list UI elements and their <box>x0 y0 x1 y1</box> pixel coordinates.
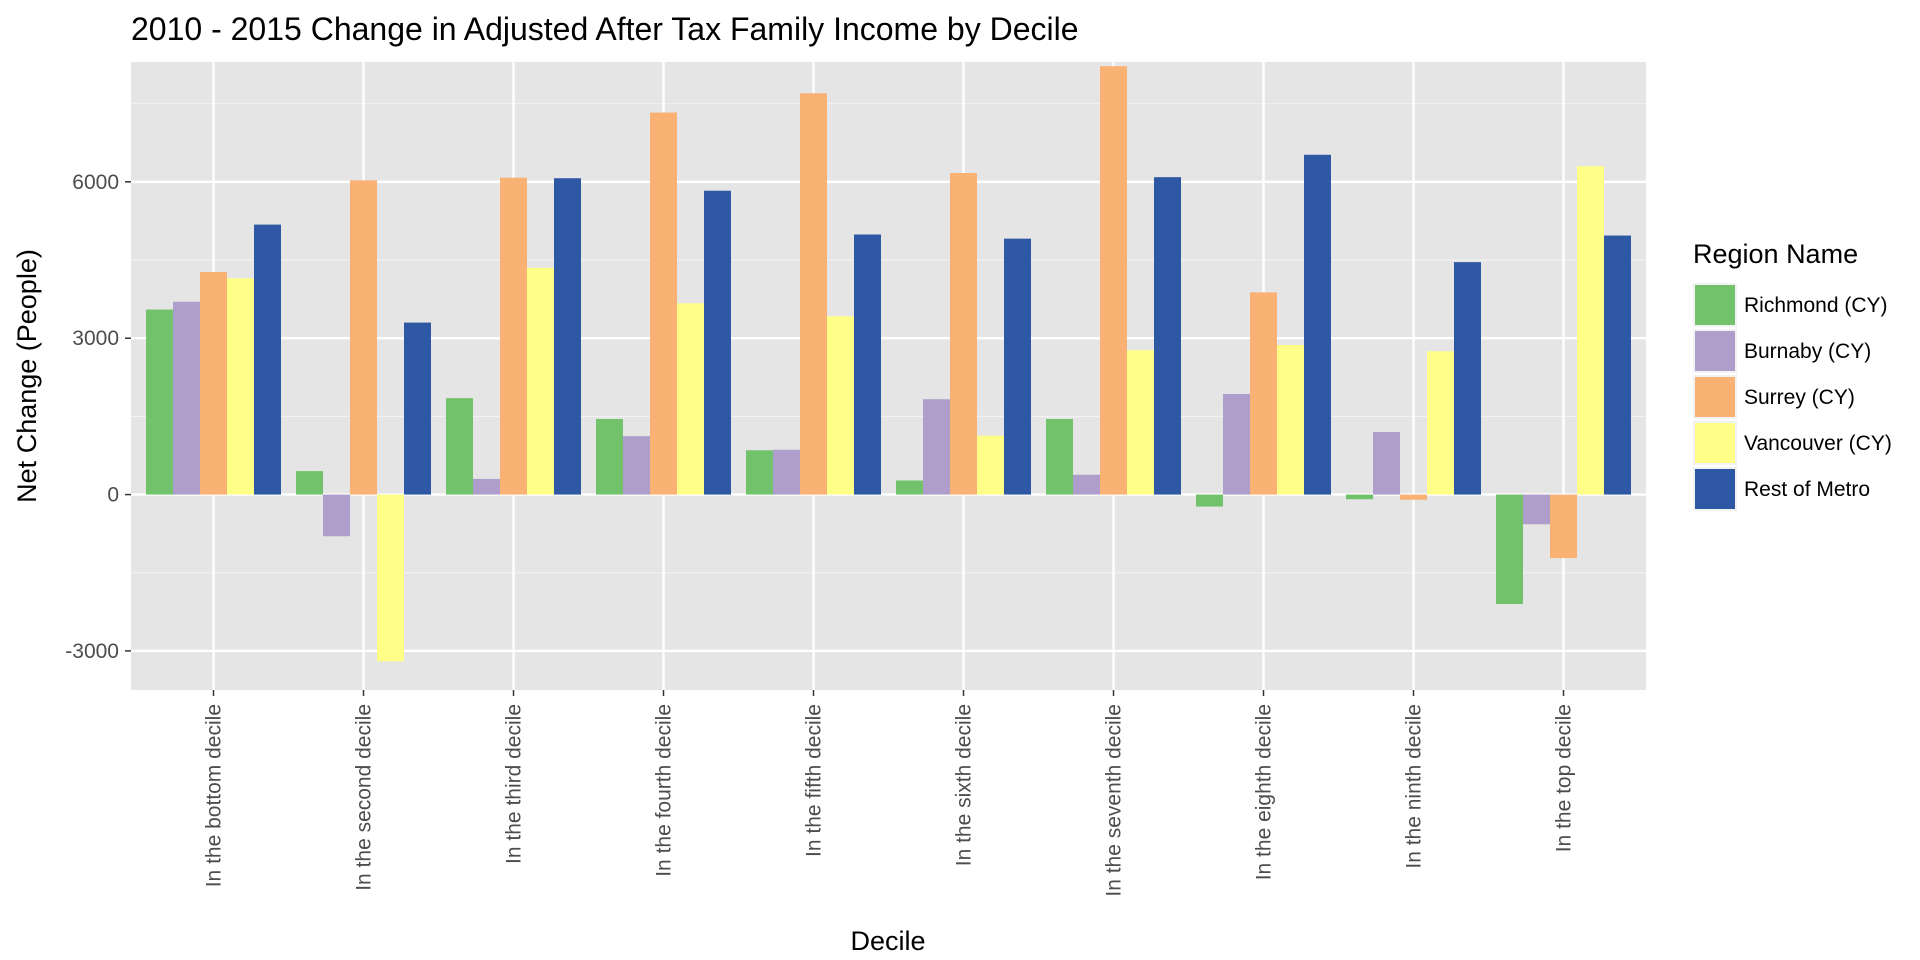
bar <box>1250 292 1277 495</box>
bar <box>254 224 281 495</box>
bar <box>377 494 404 662</box>
bar <box>1196 494 1223 507</box>
bar <box>950 173 977 495</box>
x-tick-label: In the ninth decile <box>1403 704 1426 869</box>
bar <box>1427 351 1454 495</box>
bar <box>977 435 1004 495</box>
bar <box>1454 262 1481 495</box>
bar <box>1100 66 1127 495</box>
x-tick-label: In the fourth decile <box>653 704 676 877</box>
x-tick-label: In the bottom decile <box>203 704 226 887</box>
bar <box>746 450 773 495</box>
legend-label: Surrey (CY) <box>1744 386 1855 409</box>
bar <box>1550 494 1577 559</box>
legend-label: Rest of Metro <box>1744 478 1870 501</box>
legend-title: Region Name <box>1693 239 1858 269</box>
legend-key-swatch <box>1695 469 1735 509</box>
bar <box>323 494 350 537</box>
bar <box>1127 350 1154 495</box>
legend-key-swatch <box>1695 331 1735 371</box>
bar <box>650 112 677 495</box>
bar <box>773 449 800 495</box>
bar <box>854 234 881 495</box>
bars <box>146 66 1631 662</box>
x-axis-ticks: In the bottom decile In the second decile… <box>203 690 1576 897</box>
bar <box>146 309 173 495</box>
bar <box>1046 418 1073 495</box>
y-axis-title: Net Change (People) <box>12 249 42 503</box>
legend-key-swatch <box>1695 285 1735 325</box>
x-tick-label: In the top decile <box>1553 704 1576 852</box>
bar <box>1373 432 1400 495</box>
x-tick-label: In the fifth decile <box>803 704 826 857</box>
bar <box>596 418 623 495</box>
x-tick-label: In the third decile <box>503 704 526 864</box>
bar <box>923 399 950 495</box>
bar <box>800 93 827 495</box>
legend-label: Burnaby (CY) <box>1744 340 1871 363</box>
legend-key-swatch <box>1695 423 1735 463</box>
bar <box>200 272 227 495</box>
x-tick-label: In the seventh decile <box>1103 704 1126 897</box>
bar <box>1346 494 1373 500</box>
legend-label: Vancouver (CY) <box>1744 432 1892 455</box>
x-tick-label: In the second decile <box>353 704 376 891</box>
y-tick-label: -3000 <box>65 640 119 663</box>
x-tick-label: In the sixth decile <box>953 704 976 866</box>
bar <box>1004 238 1031 495</box>
y-tick-label: 6000 <box>72 171 119 194</box>
bar <box>404 322 431 495</box>
bar <box>1577 166 1604 495</box>
bar <box>623 436 650 495</box>
bar <box>704 190 731 495</box>
bar <box>896 480 923 495</box>
legend: Region Name Richmond (CY) Burnaby (CY) Sur… <box>1693 239 1892 511</box>
bar <box>296 471 323 495</box>
bar <box>1400 494 1427 500</box>
bar <box>1073 474 1100 495</box>
bar <box>677 303 704 495</box>
y-tick-label: 0 <box>107 484 119 507</box>
bar <box>1523 494 1550 525</box>
bar <box>227 278 254 495</box>
y-axis-ticks: -3000 0 3000 6000 <box>65 171 131 663</box>
bar <box>827 316 854 495</box>
x-axis-title: Decile <box>850 926 925 956</box>
legend-key-swatch <box>1695 377 1735 417</box>
bar <box>527 267 554 495</box>
x-tick-label: In the eighth decile <box>1253 704 1276 880</box>
bar <box>1604 235 1631 495</box>
bar <box>1496 494 1523 605</box>
bar <box>1304 154 1331 495</box>
bar <box>446 398 473 495</box>
bar <box>500 177 527 495</box>
bar <box>1277 344 1304 495</box>
y-tick-label: 3000 <box>72 327 119 350</box>
legend-label: Richmond (CY) <box>1744 294 1888 317</box>
bar <box>1154 177 1181 495</box>
bar <box>350 180 377 495</box>
bar <box>473 478 500 495</box>
bar <box>173 301 200 495</box>
bar <box>554 178 581 495</box>
chart-title: 2010 - 2015 Change in Adjusted After Tax… <box>131 11 1079 47</box>
bar <box>1223 393 1250 495</box>
